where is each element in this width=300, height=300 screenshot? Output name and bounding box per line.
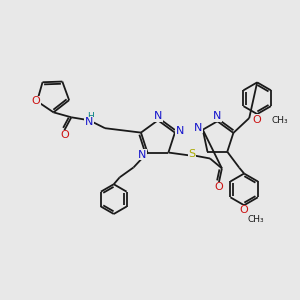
Text: N: N: [154, 111, 162, 121]
Text: O: O: [253, 115, 262, 125]
Text: N: N: [138, 149, 147, 160]
Text: O: O: [32, 96, 40, 106]
Text: N: N: [213, 111, 222, 121]
Text: CH₃: CH₃: [271, 116, 288, 124]
Text: O: O: [214, 182, 223, 192]
Text: N: N: [85, 117, 93, 127]
Text: N: N: [194, 123, 202, 133]
Text: CH₃: CH₃: [247, 214, 264, 224]
Text: S: S: [189, 148, 196, 158]
Text: O: O: [60, 130, 69, 140]
Text: O: O: [240, 205, 248, 215]
Text: H: H: [87, 112, 94, 121]
Text: N: N: [176, 126, 184, 136]
